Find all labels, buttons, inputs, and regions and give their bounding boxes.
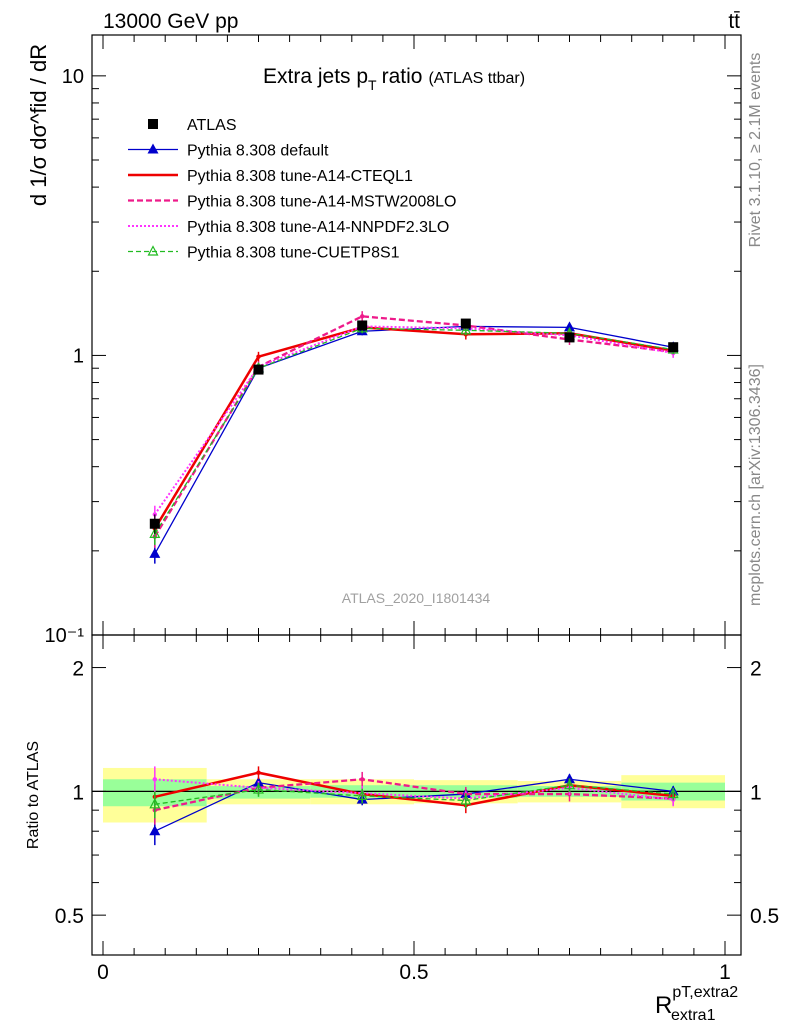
process-label: 13000 GeV pp bbox=[103, 10, 238, 33]
ratio-y-label: Ratio to ATLAS bbox=[25, 741, 42, 849]
series-line-default bbox=[154, 325, 674, 555]
ratio-point bbox=[667, 787, 679, 799]
ratio-panel: 2 21 10.5 0.5 0 0.5 1 Ratio to ATLAS RpT,extr… bbox=[25, 634, 779, 1024]
legend-label: ATLAS bbox=[187, 117, 237, 134]
legend-item-mstw: Pythia 8.308 tune-A14-MSTW2008LO bbox=[128, 194, 456, 211]
ratio-point bbox=[149, 825, 161, 836]
y-tick-label: 10⁻¹ bbox=[45, 625, 85, 647]
legend-item-default: Pythia 8.308 default bbox=[128, 143, 329, 160]
ratio-y-tick-label-right: 1 bbox=[750, 781, 762, 804]
legend-item-atlas: ATLAS bbox=[148, 117, 237, 134]
series-line-cteql1 bbox=[153, 326, 674, 530]
x-label-sub: extra1 bbox=[671, 1007, 716, 1024]
ratio-y-tick-label: 0.5 bbox=[55, 905, 84, 928]
legend-marker bbox=[148, 119, 158, 129]
data-point bbox=[256, 354, 261, 359]
legend-label: Pythia 8.308 tune-A14-NNPDF2.3LO bbox=[187, 219, 449, 236]
data-point bbox=[149, 547, 161, 558]
legend-marker bbox=[147, 245, 159, 256]
series-line-cuetp8s1 bbox=[154, 327, 674, 535]
ratio-y-tick-label: 2 bbox=[72, 658, 84, 681]
legend-item-nnpdf: Pythia 8.308 tune-A14-NNPDF2.3LO bbox=[128, 219, 449, 236]
legend-item-cuetp8s1: Pythia 8.308 tune-CUETP8S1 bbox=[128, 245, 400, 262]
legend-label: Pythia 8.308 tune-CUETP8S1 bbox=[187, 245, 400, 262]
data-point bbox=[668, 342, 679, 353]
ratio-point bbox=[564, 778, 575, 790]
mcplots-label: mcplots.cern.ch [arXiv:1306.3436] bbox=[747, 364, 764, 606]
ratio-point bbox=[564, 773, 575, 784]
legend-marker bbox=[147, 143, 159, 154]
data-point bbox=[460, 318, 471, 329]
x-label-sup: pT,extra2 bbox=[672, 984, 738, 1001]
ratio-point bbox=[356, 789, 368, 800]
ratio-point bbox=[152, 777, 158, 782]
ratio-point bbox=[460, 794, 472, 805]
analysis-watermark: ATLAS_2020_I1801434 bbox=[342, 590, 491, 606]
rivet-label: Rivet 3.1.10, ≥ 2.1M events bbox=[747, 53, 764, 248]
main-y-label: d 1/σ dσ^fid / dR bbox=[26, 44, 51, 206]
main-title-text: Extra jets p bbox=[263, 65, 368, 88]
data-point bbox=[564, 332, 575, 343]
series-cteql1 bbox=[152, 322, 676, 540]
main-title-rest: ratio bbox=[382, 65, 423, 88]
main-title: Extra jets pT ratio (ATLAS ttbar) bbox=[263, 65, 525, 93]
y-tick-label: 10 bbox=[62, 66, 84, 88]
ratio-x-axis: 0 0.5 1 bbox=[97, 635, 731, 984]
legend-label: Pythia 8.308 tune-A14-MSTW2008LO bbox=[187, 194, 456, 211]
legend-item-cteql1: Pythia 8.308 tune-A14-CTEQL1 bbox=[128, 168, 413, 185]
ratio-plot-area bbox=[92, 766, 741, 846]
ratio-point bbox=[359, 777, 365, 782]
data-point bbox=[253, 364, 264, 375]
main-y-axis: 10 1 10⁻¹ bbox=[45, 35, 741, 647]
data-point bbox=[357, 320, 368, 331]
ratio-line-default bbox=[154, 778, 674, 832]
ratio-y-tick-label-right: 0.5 bbox=[750, 905, 779, 928]
final-state-label: tt̄ bbox=[728, 10, 740, 33]
x-label-main: R bbox=[655, 992, 672, 1019]
ratio-point bbox=[253, 783, 264, 794]
series-default bbox=[149, 320, 679, 564]
x-tick-label: 0 bbox=[97, 961, 109, 984]
data-point bbox=[149, 518, 160, 529]
ratio-line-nnpdf bbox=[154, 778, 674, 801]
series-mstw bbox=[152, 311, 676, 548]
legend: ATLAS Pythia 8.308 default Pythia 8.308 tu… bbox=[128, 117, 456, 262]
y-tick-label: 1 bbox=[73, 345, 84, 367]
data-point bbox=[564, 321, 575, 332]
series-line-nnpdf bbox=[153, 325, 674, 515]
ratio-x-label: RpT,extra2 bbox=[655, 984, 738, 1019]
legend-label: Pythia 8.308 default bbox=[187, 143, 329, 160]
series-cuetp8s1 bbox=[149, 322, 679, 545]
data-point bbox=[359, 314, 365, 319]
data-point bbox=[149, 527, 161, 538]
series-line-mstw bbox=[153, 315, 674, 538]
ratio-series-cuetp8s1 bbox=[149, 778, 679, 819]
ratio-y-tick-label-right: 2 bbox=[750, 658, 762, 681]
series-nnpdf bbox=[152, 321, 676, 524]
ratio-point bbox=[149, 798, 161, 809]
ratio-y-axis: 2 2 1 1 0.5 0.5 bbox=[55, 658, 779, 929]
ratio-point bbox=[256, 770, 261, 775]
ratio-y-tick-label: 1 bbox=[72, 781, 84, 804]
ratio-frame bbox=[91, 634, 742, 956]
data-point bbox=[460, 324, 472, 335]
main-plot-area bbox=[149, 311, 679, 564]
main-title-sub: T bbox=[368, 77, 377, 93]
series-atlas bbox=[149, 318, 679, 534]
legend-label: Pythia 8.308 tune-A14-CTEQL1 bbox=[187, 168, 413, 185]
ratio-line-mstw bbox=[154, 778, 674, 812]
x-tick-label: 0.5 bbox=[399, 961, 428, 984]
ratio-line-cuetp8s1 bbox=[154, 784, 674, 805]
x-tick-label: 1 bbox=[719, 961, 731, 984]
main-subtitle: (ATLAS ttbar) bbox=[428, 70, 525, 87]
